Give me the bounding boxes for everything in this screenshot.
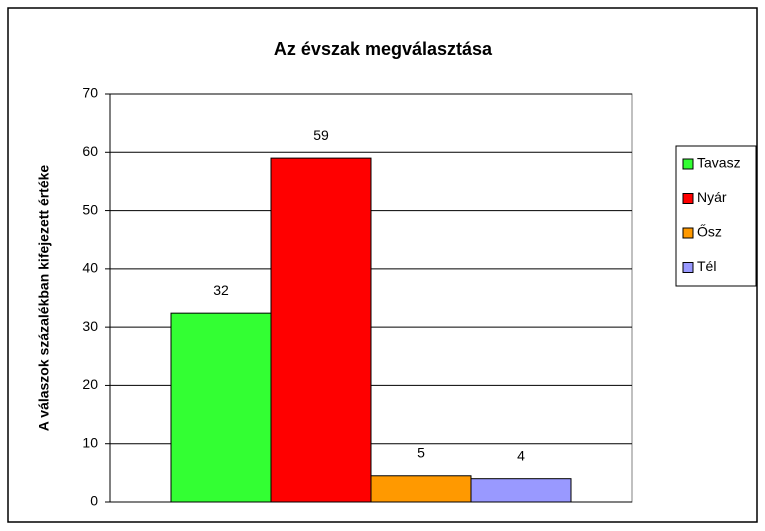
legend-label: Nyár bbox=[697, 189, 727, 205]
legend-swatch bbox=[682, 193, 694, 204]
bar bbox=[470, 478, 572, 503]
y-tick-label: 40 bbox=[82, 260, 98, 276]
legend-swatch bbox=[682, 158, 694, 170]
y-axis-label: A válaszok százalékban kifejezett értéke bbox=[36, 165, 52, 432]
data-label: 4 bbox=[517, 447, 525, 463]
data-label: 5 bbox=[417, 444, 425, 460]
legend-label: Tél bbox=[697, 258, 716, 274]
legend-swatch bbox=[682, 227, 694, 239]
data-label: 32 bbox=[213, 282, 229, 298]
legend-swatch bbox=[682, 262, 694, 273]
legend-label: Ősz bbox=[697, 224, 722, 240]
bar bbox=[170, 312, 272, 503]
y-tick-label: 50 bbox=[82, 201, 98, 217]
y-tick-label: 10 bbox=[82, 434, 98, 450]
y-tick-label: 20 bbox=[82, 376, 98, 392]
legend-label: Tavasz bbox=[697, 155, 741, 171]
chart-title: Az évszak megválasztása bbox=[274, 39, 493, 59]
y-tick-label: 60 bbox=[82, 143, 98, 159]
bar bbox=[270, 157, 372, 503]
bar bbox=[370, 475, 472, 503]
y-tick-label: 0 bbox=[90, 493, 98, 509]
y-tick-label: 70 bbox=[82, 85, 98, 101]
data-label: 59 bbox=[313, 127, 329, 143]
y-tick-label: 30 bbox=[82, 318, 98, 334]
